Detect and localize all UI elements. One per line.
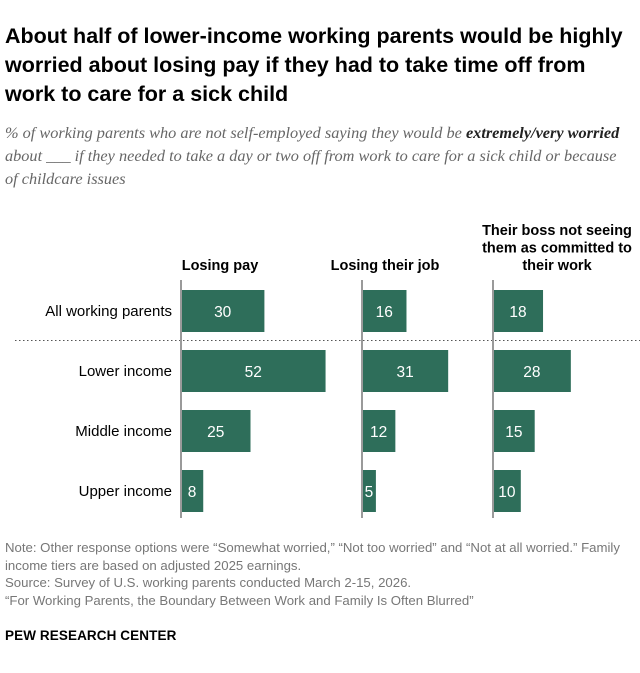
bar-value-label: 12 (370, 424, 387, 441)
bar (493, 410, 535, 452)
source-text: Source: Survey of U.S. working parents c… (5, 575, 412, 591)
series-header: Their boss not seeing (482, 223, 632, 239)
bar (362, 470, 376, 512)
bar (181, 350, 326, 392)
bar (362, 290, 407, 332)
category-label: All working parents (45, 303, 172, 320)
bar-value-label: 28 (523, 364, 540, 381)
series-header: Losing pay (182, 258, 259, 274)
bar-value-label: 31 (396, 364, 413, 381)
bar (493, 350, 571, 392)
bar-value-label: 18 (509, 304, 526, 321)
chart-notes: Note: Other response options were “Somew… (5, 539, 635, 609)
bar-value-label: 10 (498, 484, 516, 501)
chart-title: About half of lower-income working paren… (5, 24, 623, 106)
subtitle-text-continued: about ___ if they needed to take a day o… (5, 146, 617, 188)
bar-value-label: 16 (376, 304, 393, 321)
bar-value-label: 5 (365, 484, 374, 501)
subtitle-emphasis: extremely/very worried (465, 123, 620, 142)
category-label: Middle income (75, 423, 172, 440)
bar-value-label: 8 (188, 484, 197, 501)
report-title: “For Working Parents, the Boundary Betwe… (5, 592, 474, 608)
category-label: Upper income (79, 483, 172, 500)
chart-subtitle: % of working parents who are not self-em… (5, 121, 630, 190)
bar (493, 290, 544, 332)
bar-value-label: 52 (245, 364, 262, 381)
bar (362, 350, 449, 392)
bar (181, 290, 265, 332)
series-header: their work (522, 258, 592, 274)
bar-chart: Losing pay Losing their job Their boss not… (15, 223, 640, 518)
subtitle-text: % of working parents who are not self-em… (5, 123, 462, 142)
category-label: Lower income (79, 363, 172, 380)
series-header: Losing their job (331, 258, 440, 274)
bar (362, 410, 396, 452)
bar (181, 470, 204, 512)
bar (493, 470, 521, 512)
bar (181, 410, 251, 452)
note-text: Note: Other response options were “Somew… (5, 540, 620, 573)
bar-value-label: 30 (214, 304, 232, 321)
bar-value-label: 25 (207, 424, 224, 441)
bar-value-label: 15 (505, 424, 522, 441)
series-header: them as committed to (482, 241, 632, 257)
brand-logo-text: PEW RESEARCH CENTER (5, 628, 177, 643)
